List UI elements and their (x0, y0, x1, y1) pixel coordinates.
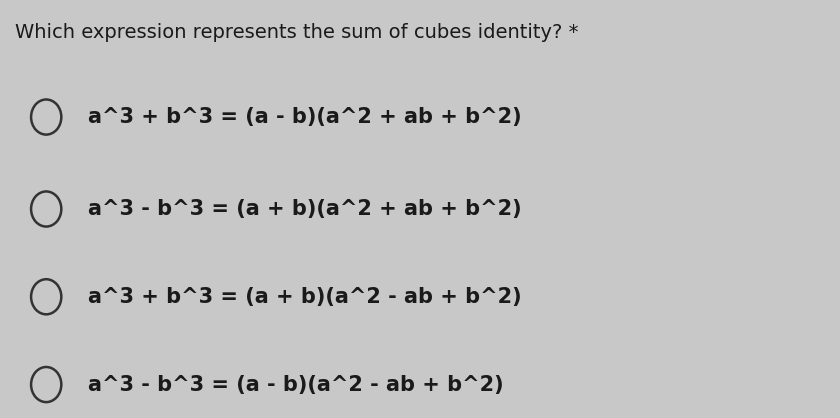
Text: a^3 - b^3 = (a + b)(a^2 + ab + b^2): a^3 - b^3 = (a + b)(a^2 + ab + b^2) (88, 199, 522, 219)
Text: a^3 + b^3 = (a - b)(a^2 + ab + b^2): a^3 + b^3 = (a - b)(a^2 + ab + b^2) (88, 107, 522, 127)
Text: a^3 + b^3 = (a + b)(a^2 - ab + b^2): a^3 + b^3 = (a + b)(a^2 - ab + b^2) (88, 287, 522, 307)
Text: a^3 - b^3 = (a - b)(a^2 - ab + b^2): a^3 - b^3 = (a - b)(a^2 - ab + b^2) (88, 375, 504, 395)
Text: Which expression represents the sum of cubes identity? *: Which expression represents the sum of c… (15, 23, 579, 42)
